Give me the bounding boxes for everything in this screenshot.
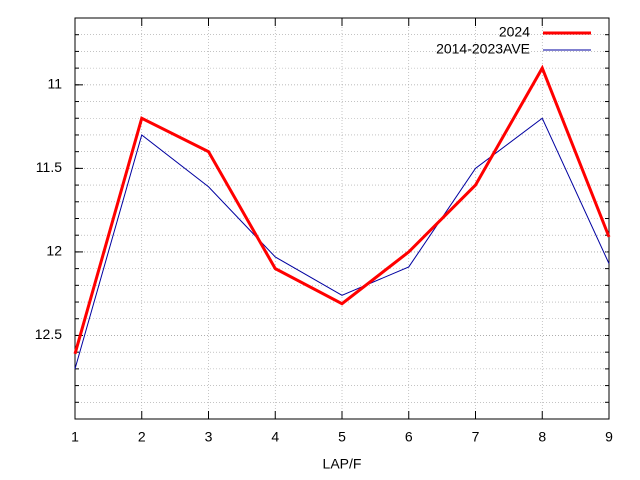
x-tick-label: 9 [605,429,613,445]
series-line [74,117,610,370]
x-tick-label: 3 [205,429,213,445]
x-tick-label: 6 [405,429,413,445]
legend-label: 2024 [499,24,530,40]
x-tick-label: 5 [338,429,346,445]
x-tick-label: 1 [71,429,79,445]
y-tick-label: 12.5 [35,326,62,342]
x-axis-label: LAP/F [323,456,362,472]
plot-frame [74,17,610,420]
y-tick-label: 11.5 [36,159,62,175]
y-tick-label: 11 [47,76,62,92]
x-tick-label: 7 [472,429,480,445]
x-tick-label: 2 [138,429,146,445]
series-line [73,64,611,355]
x-tick-label: 8 [538,429,546,445]
x-tick-label: 4 [271,429,279,445]
y-tick-label: 12 [46,243,62,259]
legend-label: 2014-2023AVE [436,41,530,57]
